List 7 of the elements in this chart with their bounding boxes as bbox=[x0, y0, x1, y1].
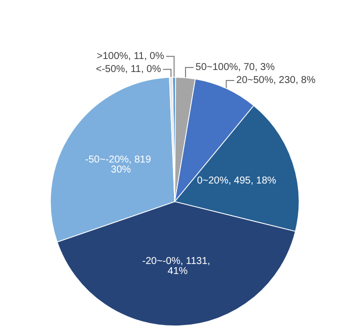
slice-label: -20~-0%, 1131, 41% bbox=[142, 256, 213, 278]
slice-label: >100%, 11, 0% bbox=[96, 50, 164, 62]
slice-label: 50~100%, 70, 3% bbox=[196, 62, 275, 73]
slice-label: 20~50%, 230, 8% bbox=[236, 74, 316, 86]
slice-label: 0~20%, 495, 18% bbox=[196, 176, 276, 187]
slice-label: <-50%, 11, 0% bbox=[96, 64, 162, 75]
slice-label: -50~-20%, 819 30% bbox=[85, 154, 157, 176]
